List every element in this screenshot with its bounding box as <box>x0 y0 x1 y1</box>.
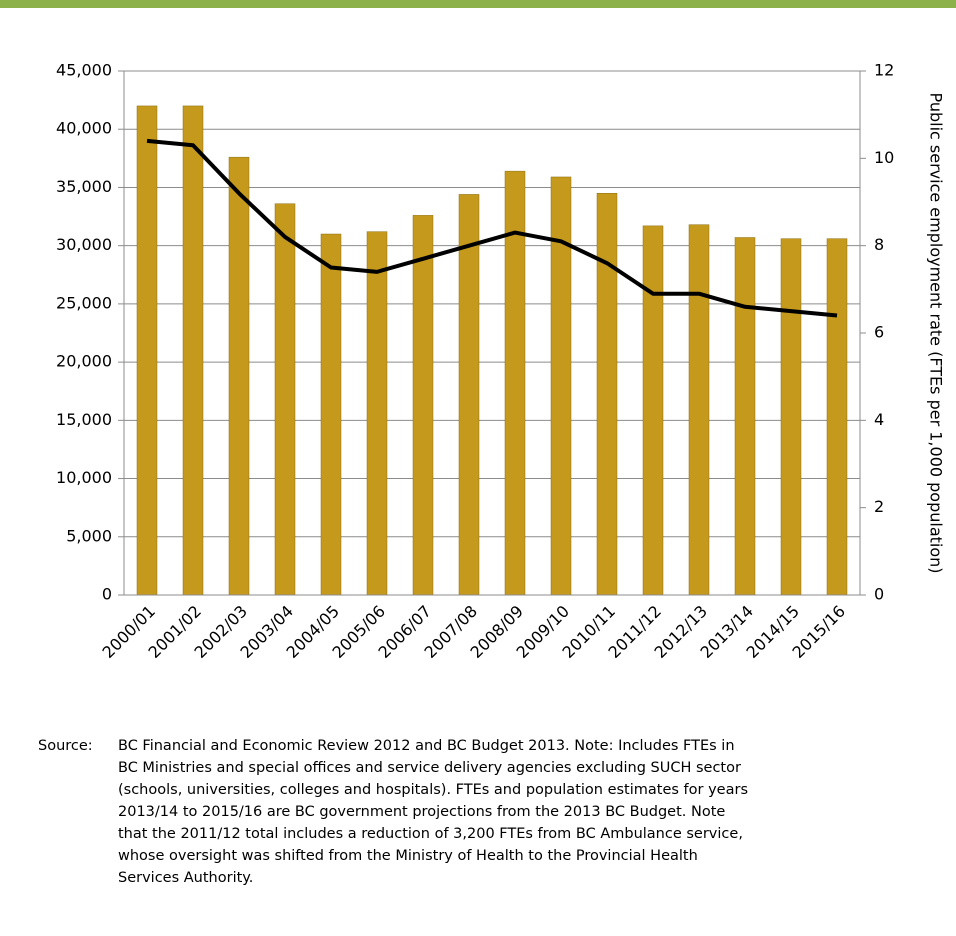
y2-tick-label: 2 <box>874 497 884 516</box>
y-tick-label: 20,000 <box>56 352 112 371</box>
bar <box>366 231 388 596</box>
source-label: Source: <box>38 738 93 754</box>
y-tick-label: 0 <box>102 585 112 604</box>
y-tick-label: 30,000 <box>56 235 112 254</box>
y-tick-label: 10,000 <box>56 468 112 487</box>
y2-tick-label: 10 <box>874 148 894 167</box>
bar <box>320 233 342 596</box>
y-tick-label: 35,000 <box>56 177 112 196</box>
y-tick-label: 5,000 <box>66 526 112 545</box>
bar <box>596 193 618 596</box>
source-line: (schools, universities, colleges and hos… <box>118 782 748 798</box>
line <box>146 138 838 318</box>
bar <box>182 105 204 596</box>
y2-tick-label: 8 <box>874 235 884 254</box>
y-tick-label: 40,000 <box>56 119 112 138</box>
bar <box>412 215 434 596</box>
source-line: BC Financial and Economic Review 2012 an… <box>118 738 735 754</box>
header-band <box>0 0 956 8</box>
y-tick-label: 25,000 <box>56 293 112 312</box>
y-tick-label: 15,000 <box>56 410 112 429</box>
source-line: whose oversight was shifted from the Min… <box>118 848 698 864</box>
source-line: that the 2011/12 total includes a reduct… <box>118 826 743 842</box>
source-line: 2013/14 to 2015/16 are BC government pro… <box>118 804 725 820</box>
bar <box>458 194 480 596</box>
y2-tick-label: 12 <box>874 61 894 80</box>
bar <box>642 225 664 596</box>
bar <box>780 238 802 596</box>
bar <box>688 224 710 596</box>
source-line: BC Ministries and special offices and se… <box>118 760 741 776</box>
y2-tick-label: 0 <box>874 585 884 604</box>
y2-axis-title: Public service employment rate (FTEs per… <box>927 92 946 573</box>
bar <box>228 156 250 596</box>
source-line: Services Authority. <box>118 870 253 886</box>
y-tick-label: 45,000 <box>56 61 112 80</box>
bar <box>734 237 756 596</box>
bar <box>826 238 848 596</box>
y2-tick-label: 6 <box>874 323 884 342</box>
bar <box>136 105 158 596</box>
y2-tick-label: 4 <box>874 410 884 429</box>
bar <box>274 203 296 596</box>
